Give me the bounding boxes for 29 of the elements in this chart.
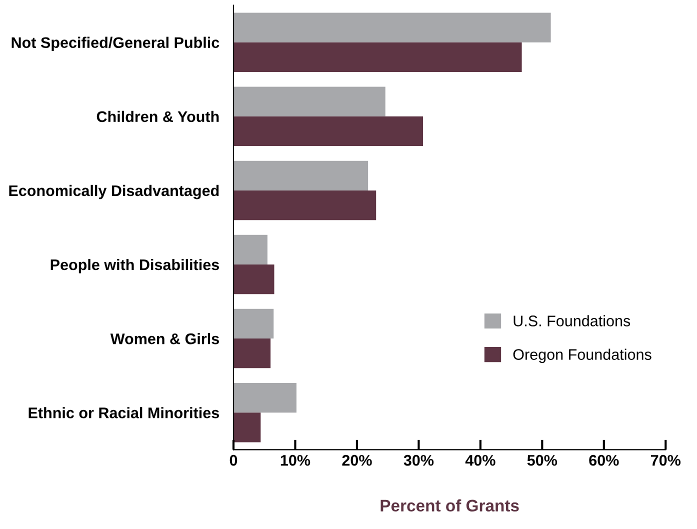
x-tick-label: 0 bbox=[230, 454, 238, 466]
bar bbox=[233, 12, 551, 42]
y-tick-label: Economically Disadvantaged bbox=[9, 184, 219, 200]
x-tick-label: 70% bbox=[651, 454, 681, 466]
bar bbox=[233, 412, 261, 442]
x-tick-label: 50% bbox=[527, 454, 558, 466]
bar bbox=[233, 338, 271, 368]
x-tick-label: 60% bbox=[589, 454, 619, 466]
bar bbox=[233, 116, 424, 146]
bar bbox=[233, 160, 368, 190]
x-tick-label: 10% bbox=[280, 454, 310, 466]
y-tick-label: Children & Youth bbox=[96, 110, 219, 122]
y-tick-label: Women & Girls bbox=[110, 333, 219, 344]
bar bbox=[233, 264, 274, 294]
bar bbox=[233, 308, 274, 339]
x-tick-label: 40% bbox=[465, 454, 496, 466]
bar bbox=[233, 190, 376, 220]
x-tick-label: 30% bbox=[404, 454, 434, 466]
x-tick-label: 20% bbox=[342, 454, 372, 466]
bar bbox=[233, 234, 268, 264]
legend-label: Oregon Foundations bbox=[513, 348, 652, 363]
x-axis-title: Percent of Grants bbox=[380, 499, 519, 512]
y-tick-label: People with Disabilities bbox=[50, 258, 219, 274]
bar bbox=[233, 382, 296, 413]
y-tick-label: Not Specified/General Public bbox=[12, 36, 220, 52]
y-tick-label: Ethnic or Racial Minorities bbox=[28, 407, 219, 418]
bar bbox=[233, 42, 522, 72]
legend-label: U.S. Foundations bbox=[514, 315, 630, 326]
bar bbox=[233, 86, 386, 116]
